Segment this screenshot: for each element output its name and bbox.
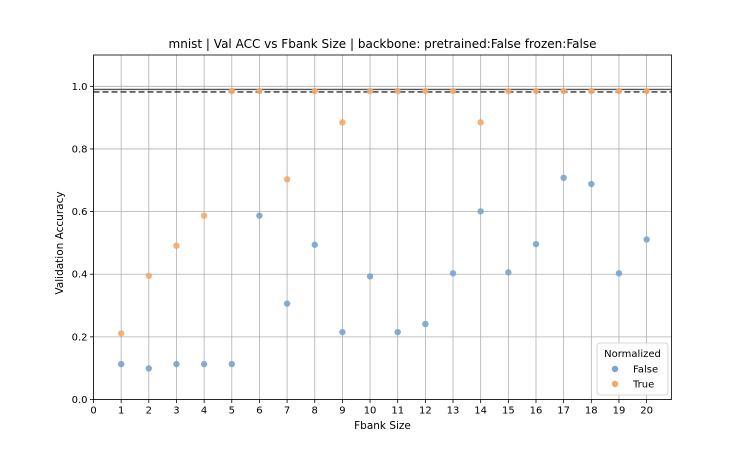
- x-tick-label: 3: [173, 406, 179, 417]
- reference-lines: [93, 88, 672, 93]
- point-normalized-false: [394, 328, 401, 336]
- x-tick-label: 16: [530, 406, 543, 417]
- point-normalized-true: [117, 330, 125, 337]
- x-tick-label: 6: [256, 406, 262, 417]
- point-normalized-false: [505, 269, 512, 276]
- x-tick-label: 19: [613, 406, 626, 417]
- chart-title: mnist | Val ACC vs Fbank Size | backbone…: [169, 37, 597, 51]
- point-normalized-true: [283, 176, 291, 183]
- point-normalized-false: [643, 236, 650, 243]
- point-normalized-false: [311, 241, 318, 248]
- y-tick-label: 0.8: [72, 144, 88, 155]
- point-normalized-true: [505, 87, 512, 95]
- point-normalized-true: [200, 212, 208, 219]
- x-axis-ticks: 0 1 2 3 4 5 6 7 8 9 10 11 12 13 14 15 16 17 18 19 20: [90, 399, 653, 417]
- y-axis-label: Validation Accuracy: [54, 191, 66, 294]
- legend-title: Normalized: [604, 349, 661, 360]
- point-normalized-true: [339, 119, 346, 126]
- x-tick-label: 17: [557, 406, 570, 417]
- grid: [93, 55, 672, 400]
- point-normalized-false: [173, 360, 180, 368]
- point-normalized-true: [588, 87, 595, 95]
- point-normalized-true: [422, 87, 429, 95]
- x-tick-label: 0: [90, 406, 96, 417]
- legend: Normalized False True: [596, 342, 669, 396]
- x-tick-label: 10: [364, 406, 377, 417]
- point-normalized-false: [366, 273, 374, 280]
- x-tick-label: 2: [146, 406, 152, 417]
- point-normalized-false: [449, 270, 457, 277]
- point-normalized-false: [615, 270, 623, 277]
- x-tick-label: 1: [118, 406, 124, 417]
- point-normalized-false: [256, 212, 263, 219]
- x-tick-label: 13: [447, 406, 460, 417]
- legend-marker-false: [611, 365, 619, 373]
- x-tick-label: 20: [640, 406, 653, 417]
- point-normalized-false: [283, 300, 291, 307]
- point-normalized-false: [117, 360, 125, 368]
- x-tick-label: 15: [502, 406, 515, 417]
- point-normalized-true: [173, 242, 180, 249]
- point-normalized-true: [560, 87, 567, 95]
- point-normalized-false: [228, 360, 235, 368]
- point-normalized-true: [145, 272, 153, 279]
- y-tick-label: 1.0: [72, 82, 88, 93]
- legend-marker-true: [611, 380, 619, 388]
- x-tick-label: 8: [312, 406, 318, 417]
- legend-label-false: False: [633, 365, 658, 376]
- point-normalized-false: [422, 320, 429, 328]
- point-normalized-false: [200, 360, 208, 368]
- point-normalized-true: [311, 87, 318, 95]
- y-tick-label: 0.2: [72, 332, 88, 343]
- point-normalized-false: [145, 365, 153, 372]
- point-normalized-false: [588, 180, 595, 188]
- point-normalized-true: [366, 87, 374, 95]
- x-tick-label: 9: [339, 406, 345, 417]
- plot-frame: [93, 54, 672, 400]
- data-points: [117, 87, 650, 372]
- y-tick-label: 0.6: [72, 207, 88, 218]
- point-normalized-true: [228, 87, 235, 95]
- x-axis-label: Fbank Size: [354, 420, 411, 432]
- point-normalized-true: [477, 119, 484, 126]
- point-normalized-true: [394, 87, 401, 95]
- point-normalized-false: [532, 240, 540, 248]
- y-tick-label: 0.4: [72, 270, 88, 281]
- x-tick-label: 12: [419, 406, 432, 417]
- point-normalized-false: [560, 174, 567, 181]
- y-tick-label: 0.0: [72, 395, 88, 406]
- point-normalized-true: [615, 87, 623, 95]
- point-normalized-true: [449, 87, 457, 95]
- point-normalized-false: [339, 328, 346, 336]
- legend-label-true: True: [632, 380, 654, 391]
- x-tick-label: 7: [284, 406, 290, 417]
- point-normalized-true: [643, 87, 650, 95]
- x-tick-label: 5: [229, 406, 235, 417]
- x-tick-label: 11: [391, 406, 404, 417]
- x-tick-label: 4: [201, 406, 207, 417]
- x-tick-label: 14: [474, 406, 487, 417]
- x-tick-label: 18: [585, 406, 598, 417]
- y-axis-ticks: 0.0 0.2 0.4 0.6 0.8 1.0: [72, 82, 94, 406]
- point-normalized-true: [532, 87, 540, 95]
- point-normalized-true: [256, 87, 263, 95]
- point-normalized-false: [477, 208, 484, 215]
